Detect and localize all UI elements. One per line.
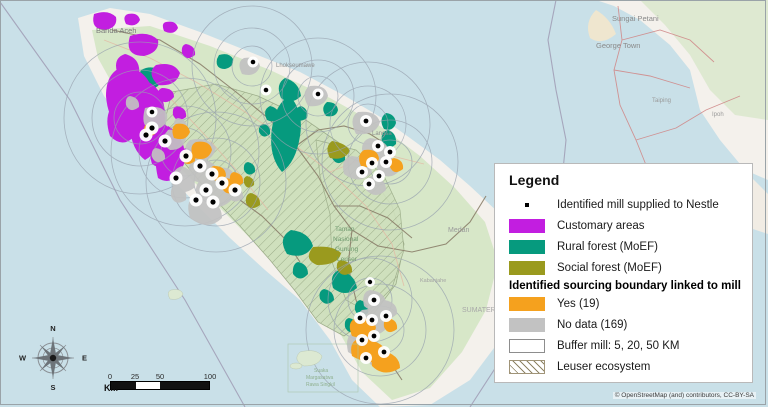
legend-item-label: Identified mill supplied to Nestle	[557, 199, 719, 211]
legend-item-label: Social forest (MoEF)	[557, 262, 662, 274]
scale-bar-unit-label: KM	[104, 383, 118, 393]
scale-bar: 0 25 50 100	[107, 369, 216, 390]
offshore-islands	[168, 289, 323, 370]
scale-tick-label: 100	[203, 372, 217, 381]
legend-item-sourcing-no-data[interactable]: No data (169)	[509, 315, 742, 335]
legend-item-leuser-ecosystem[interactable]: Leuser ecosystem	[509, 357, 742, 377]
scale-tick-label: 25	[130, 372, 140, 381]
legend-panel: Legend Identified mill supplied to Nestl…	[494, 163, 753, 383]
compass-south-label: S	[50, 383, 56, 392]
legend-item-identified-mill[interactable]: Identified mill supplied to Nestle	[509, 195, 742, 215]
mill-point-icon	[509, 198, 545, 212]
legend-item-label: Buffer mill: 5, 20, 50 KM	[557, 340, 680, 352]
scale-bar-graphic	[110, 381, 210, 390]
customary-areas-swatch-icon	[509, 219, 545, 233]
legend-item-customary-areas[interactable]: Customary areas	[509, 216, 742, 236]
basemap-attribution: © OpenStreetMap (and) contributors, CC-B…	[612, 392, 756, 399]
legend-item-label: Yes (19)	[557, 298, 600, 310]
buffer-mill-swatch-icon	[509, 339, 545, 353]
scale-tick-label: 0	[107, 372, 113, 381]
compass-east-label: E	[81, 353, 87, 363]
mill-markers[interactable]	[139, 56, 397, 365]
legend-item-buffer-mill[interactable]: Buffer mill: 5, 20, 50 KM	[509, 336, 742, 356]
scale-tick-label: 50	[155, 372, 165, 381]
sourcing-yes-swatch-icon	[509, 297, 545, 311]
rural-forest-swatch-icon	[509, 240, 545, 254]
legend-item-social-forest[interactable]: Social forest (MoEF)	[509, 258, 742, 278]
social-forest-swatch-icon	[509, 261, 545, 275]
legend-section-heading: Identified sourcing boundary linked to m…	[509, 280, 741, 292]
legend-item-label: Leuser ecosystem	[557, 361, 651, 373]
leuser-ecosystem-swatch-icon	[509, 360, 545, 374]
sourcing-no-data-swatch-icon	[509, 318, 545, 332]
legend-item-sourcing-yes[interactable]: Yes (19)	[509, 294, 742, 314]
legend-title: Legend	[509, 172, 560, 188]
legend-item-label: No data (169)	[557, 319, 628, 331]
compass-icon	[32, 337, 74, 379]
legend-item-label: Rural forest (MoEF)	[557, 241, 658, 253]
compass-rose: N S W E	[19, 324, 87, 392]
legend-item-label: Customary areas	[557, 220, 645, 232]
compass-west-label: W	[19, 353, 27, 363]
legend-item-rural-forest[interactable]: Rural forest (MoEF)	[509, 237, 742, 257]
scale-bar-ticks: 0 25 50 100	[107, 369, 216, 381]
compass-north-label: N	[50, 324, 56, 333]
